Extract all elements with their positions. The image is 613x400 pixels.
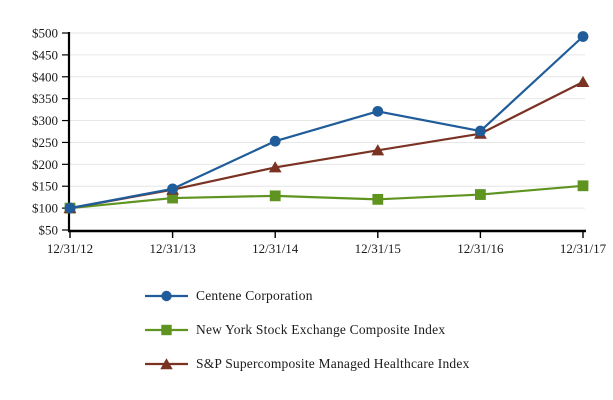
data-point-circle — [577, 31, 589, 42]
y-tick-label: $200 — [32, 157, 58, 172]
circle-marker-icon — [161, 290, 172, 302]
x-tick-label: 12/31/12 — [47, 241, 93, 256]
data-point-square — [577, 180, 589, 192]
y-tick-label: $50 — [39, 223, 59, 238]
legend-label: Centene Corporation — [196, 288, 313, 303]
x-tick-label: 12/31/17 — [560, 241, 607, 256]
triangle-marker-icon — [160, 358, 173, 370]
performance-line-chart-plot: $50 $100 $150 $200 $250 $300 $350 $400 $450 $500 1… — [32, 26, 607, 257]
data-point-triangle — [371, 144, 385, 156]
data-point-square — [167, 192, 178, 204]
y-tick-label: $500 — [32, 26, 58, 41]
y-tick-label: $450 — [32, 47, 58, 62]
data-point-square — [372, 193, 384, 205]
y-tick-label: $300 — [32, 113, 58, 128]
legend-item-centene: Centene Corporation — [145, 285, 470, 307]
series-line-circle — [69, 35, 584, 210]
y-tick-label: $350 — [32, 91, 58, 106]
x-tick-label: 12/31/14 — [252, 241, 299, 256]
data-point-square — [269, 190, 281, 202]
y-tick-label: $250 — [32, 135, 58, 150]
legend-marker-triangle — [145, 358, 188, 370]
data-point-triangle — [268, 161, 282, 173]
legend-item-nyse-composite: New York Stock Exchange Composite Index — [145, 319, 470, 341]
series-line-square — [69, 184, 584, 210]
series-line-triangle — [69, 81, 584, 210]
data-point-circle — [372, 105, 384, 117]
x-tick-label: 12/31/15 — [355, 241, 401, 256]
legend-marker-circle — [145, 290, 188, 302]
legend-label: New York Stock Exchange Composite Index — [196, 322, 446, 337]
x-tick-label: 12/31/16 — [457, 241, 504, 256]
y-tick-label: $400 — [32, 69, 58, 84]
data-point-triangle — [576, 75, 590, 88]
y-tick-label: $150 — [32, 179, 58, 194]
square-marker-icon — [161, 324, 172, 336]
data-point-circle — [475, 125, 486, 137]
y-tick-label: $100 — [32, 201, 58, 216]
x-tick-label: 12/31/13 — [149, 241, 195, 256]
legend-item-sp-managed-healthcare: S&P Supercomposite Managed Healthcare In… — [145, 353, 470, 375]
data-point-square — [475, 189, 486, 200]
legend-label: S&P Supercomposite Managed Healthcare In… — [196, 356, 470, 371]
data-point-circle — [269, 135, 281, 147]
data-point-circle — [64, 202, 76, 214]
legend-marker-square — [145, 324, 188, 336]
chart-legend: Centene Corporation New York Stock Excha… — [145, 285, 470, 375]
data-point-circle — [167, 183, 179, 195]
